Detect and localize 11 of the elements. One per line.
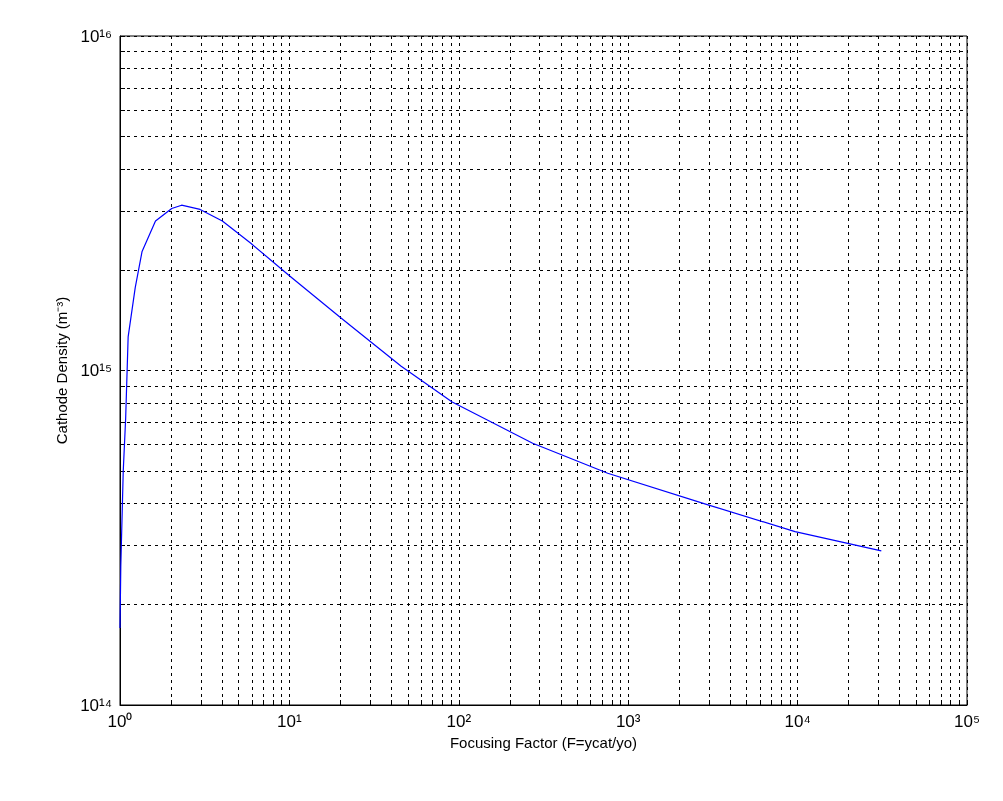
y-tick-label: 10¹⁶ (80, 26, 112, 46)
x-tick-label: 10⁴ (784, 712, 811, 731)
x-tick-label: 10³ (615, 712, 641, 731)
y-tick-label: 10¹⁵ (80, 361, 112, 380)
x-tick-label: 10⁵ (954, 712, 980, 731)
x-axis-title: Focusing Factor (F=ycat/yo) (449, 734, 638, 751)
x-tick-label: 10¹ (277, 712, 303, 731)
x-tick-label: 10² (446, 712, 472, 731)
x-tick-label: 10⁰ (107, 712, 133, 731)
y-axis-title: Cathode Density (m⁻³) (53, 296, 71, 445)
y-tick-label: 10¹⁴ (80, 695, 112, 715)
